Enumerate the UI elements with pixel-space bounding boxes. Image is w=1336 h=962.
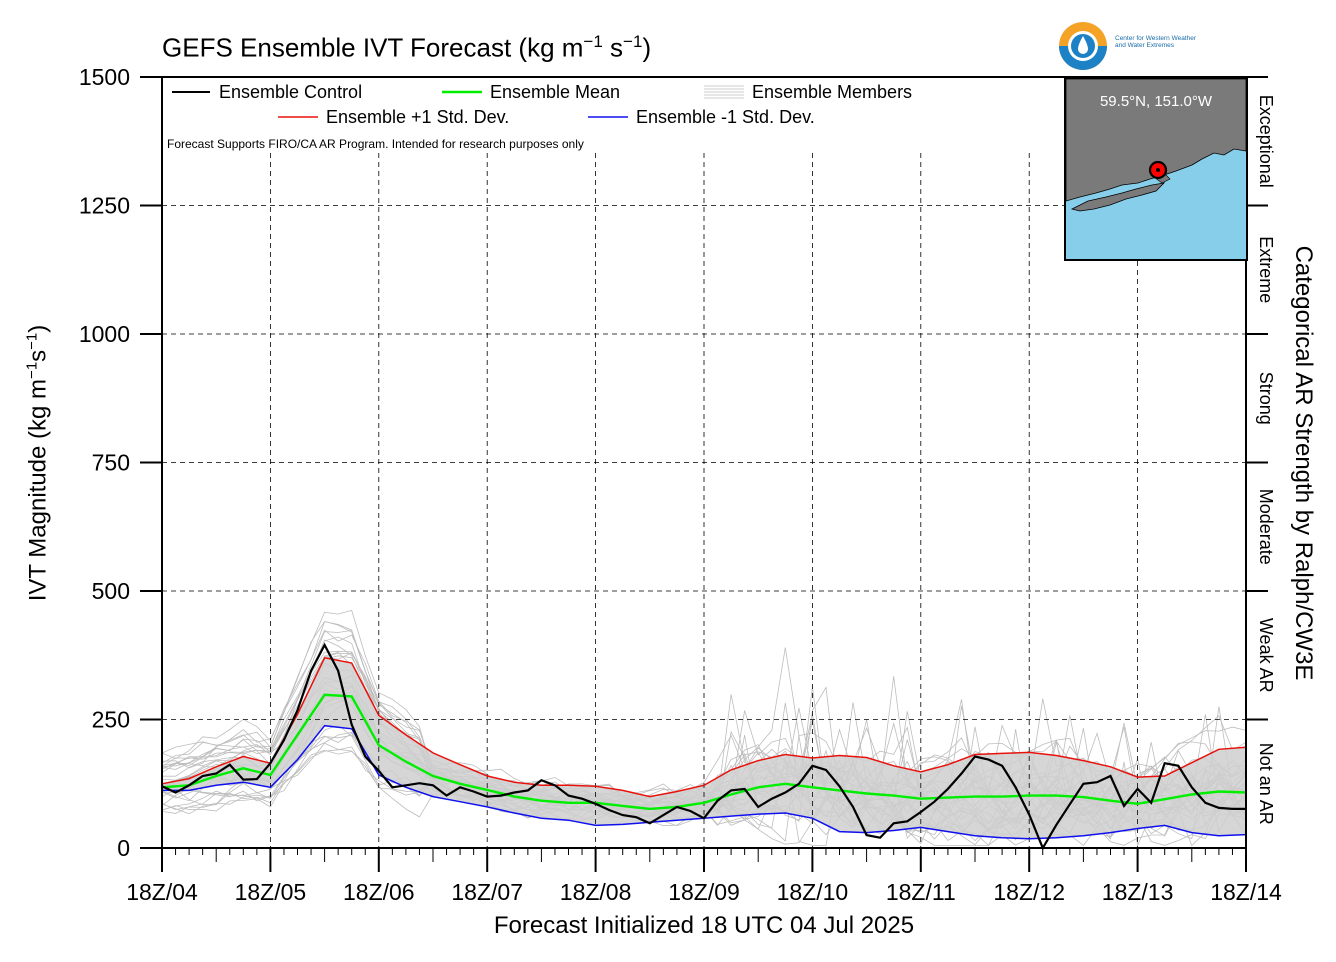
x-tick-label: 18Z/06 <box>343 879 415 905</box>
x-tick-label: 18Z/14 <box>1210 879 1282 905</box>
y-tick-label: 750 <box>92 450 130 476</box>
legend-plus-std-label: Ensemble +1 Std. Dev. <box>326 107 510 127</box>
y-tick-label: 0 <box>117 835 130 861</box>
x-tick-label: 18Z/09 <box>668 879 740 905</box>
category-label: Extreme <box>1256 236 1276 303</box>
y-tick-label: 250 <box>92 707 130 733</box>
legend-members-label: Ensemble Members <box>752 82 913 102</box>
std-dev-band <box>162 657 1246 839</box>
y-tick-label: 500 <box>92 578 130 604</box>
right-axis-label: Categorical AR Strength by Ralph/CW3E <box>1290 245 1317 681</box>
y-tick-label: 1000 <box>79 321 130 347</box>
legend-swatches <box>172 85 744 118</box>
category-label: Strong <box>1256 372 1276 425</box>
inset-map-icon <box>1066 79 1246 212</box>
category-label: Exceptional <box>1256 95 1276 188</box>
std-dev-band-area <box>162 657 1246 839</box>
x-tick-label: 18Z/13 <box>1102 879 1174 905</box>
series-lines <box>161 642 1247 851</box>
x-tick-label: 18Z/08 <box>560 879 632 905</box>
legend-control-label: Ensemble Control <box>219 82 363 102</box>
location-inset-map: 59.5°N, 151.0°W <box>1064 77 1248 261</box>
cw3e-logo: Center for Western Weather and Water Ext… <box>1058 20 1238 72</box>
category-label: Not an AR <box>1256 743 1276 825</box>
x-tick-label: 18Z/11 <box>886 879 956 905</box>
x-axis-label: Forecast Initialized 18 UTC 04 Jul 2025 <box>493 912 915 939</box>
x-tick-label: 18Z/10 <box>777 879 849 905</box>
x-tick-label: 18Z/04 <box>126 879 198 905</box>
y-tick-label: 1250 <box>79 193 130 219</box>
category-label: Moderate <box>1256 489 1276 565</box>
legend-minus-std-label: Ensemble -1 Std. Dev. <box>636 107 815 127</box>
y-tick-label: 1500 <box>79 64 130 90</box>
axes: 0 250 500 750 1000 1250 1500 Not an AR Weak AR Mo… <box>79 64 1282 905</box>
disclaimer-note: Forecast Supports FIRO/CA AR Program. In… <box>167 137 584 151</box>
legend-mean-label: Ensemble Mean <box>490 82 621 102</box>
inset-coordinates: 59.5°N, 151.0°W <box>1099 93 1213 110</box>
y-axis-label: IVT Magnitude (kg m−1s−1) <box>23 324 52 602</box>
x-tick-label: 18Z/05 <box>235 879 307 905</box>
series-1-line <box>161 693 1247 811</box>
series-2-line <box>161 656 1247 798</box>
water-drop-logo-icon <box>1059 22 1107 70</box>
series-0-line <box>161 642 1246 851</box>
category-label: Weak AR <box>1256 618 1276 693</box>
x-tick-label: 18Z/12 <box>993 879 1065 905</box>
logo-text: Center for Western Weather and Water Ext… <box>1115 35 1197 49</box>
x-tick-label: 18Z/07 <box>451 879 523 905</box>
grid-lines <box>162 153 1246 848</box>
chart-title: GEFS Ensemble IVT Forecast (kg m−1 s−1) <box>162 32 652 63</box>
